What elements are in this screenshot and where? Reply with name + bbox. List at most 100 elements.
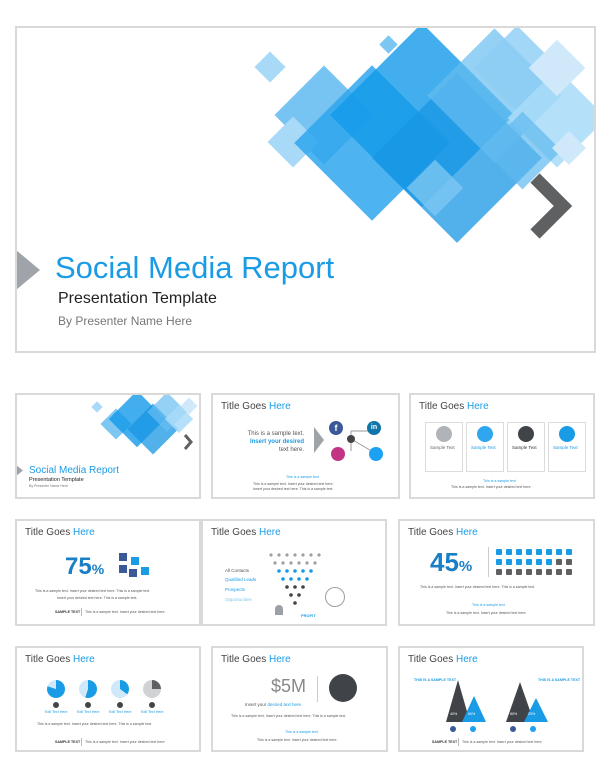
thumb7-sample-line: This is a sample text. Insert your desir… (85, 740, 166, 744)
thumb2-body: This is a sample text. Insert your desir… (253, 482, 334, 486)
thumb5-label-4: Opportunities (225, 597, 252, 602)
thumb5-funnel-dots (269, 553, 321, 605)
facebook-icon (450, 726, 456, 732)
thumb5-circle (325, 587, 345, 607)
thumb3-card-3-label: Sample Text (512, 445, 537, 450)
leaf-icon (329, 674, 357, 702)
thumbnail-9[interactable]: Title Goes Here THIS IS A SAMPLE TEXT TH… (398, 646, 584, 752)
thumb9-pct-3: 80% (510, 712, 518, 716)
facebook-icon (129, 569, 137, 577)
thumb6-stat: 45% (430, 547, 473, 577)
thumb3-card-4[interactable]: Sample Text (548, 422, 586, 472)
thumb3-body: This is a sample text. Insert your desir… (451, 485, 532, 489)
pie-icon-3 (111, 680, 129, 698)
linkedin-icon[interactable]: in (367, 421, 381, 435)
thumb5-title: Title Goes Here (211, 527, 281, 538)
thumb3-card-1-label: Sample Text (430, 445, 455, 450)
thumb9-sample-label: SAMPLE TEXT (432, 740, 458, 744)
hero-slide[interactable]: Social Media Report Presentation Templat… (15, 26, 596, 353)
thumb9-right-label: THIS IS A SAMPLE TEXT (538, 678, 581, 682)
thumb9-pct-1: 40% (450, 712, 458, 716)
pie-icon-1 (47, 680, 65, 698)
thumb6-title: Title Goes Here (408, 527, 478, 538)
thumb3-title: Title Goes Here (419, 401, 489, 412)
hero-title: Social Media Report (55, 250, 335, 285)
thumbnail-2[interactable]: Title Goes Here This is a sample text. I… (211, 393, 400, 499)
thumb7-dot-4 (149, 702, 155, 708)
thumb4-title: Title Goes Here (25, 527, 95, 538)
thumb4-body2: Insert your desired text here. This is a… (57, 596, 138, 600)
thumb8-sample-line: This is a sample text. Insert your desir… (257, 738, 338, 742)
thumb7-label-3: Edit Text Here (109, 710, 132, 714)
thumb2-marker (314, 427, 324, 453)
thumb5-label-2: Qualified Leads (225, 577, 257, 582)
thumb3-card-3[interactable]: Sample Text (507, 422, 545, 472)
thumb7-label-2: Edit Text Here (77, 710, 100, 714)
thumb7-dot-3 (117, 702, 123, 708)
thumb9-sample-line: This is a sample text. Insert your desir… (462, 740, 543, 744)
thumb1-title: Social Media Report (29, 465, 120, 476)
thumbnail-1[interactable]: Social Media Report Presentation Templat… (15, 393, 201, 499)
pie-icon-2 (79, 680, 97, 698)
thumb9-title: Title Goes Here (408, 654, 478, 665)
thumb9-peaks (446, 680, 548, 722)
thumb7-sample-label: SAMPLE TEXT (55, 740, 81, 744)
facebook-icon[interactable]: f (329, 421, 343, 435)
thumb6-body: This is a sample text. Insert your desir… (420, 585, 536, 589)
thumb3-card-1[interactable]: Sample Text (425, 422, 463, 472)
person-icon (275, 605, 283, 615)
thumb7-body: This is a sample text. Insert your desir… (37, 722, 153, 726)
thumb4-sample-line: This is a sample text. Insert your desir… (85, 610, 166, 614)
thumb8-blue-line: This is a sample text (285, 730, 318, 734)
thumb3-card-2[interactable]: Sample Text (466, 422, 504, 472)
thumb7-label-1: Edit Text Here (45, 710, 68, 714)
facebook-icon (131, 557, 139, 565)
thumb2-title: Title Goes Here (221, 401, 291, 412)
thumb3-blue-line: This is a sample text (483, 479, 516, 483)
thumb2-blue-line: This is a sample text (286, 475, 319, 479)
thumb7-label-4: Edit Text Here (141, 710, 164, 714)
add-user-icon (559, 426, 575, 442)
thumb6-blue-line: This is a sample text (472, 603, 505, 607)
facebook-icon (510, 726, 516, 732)
twitter-icon (470, 726, 476, 732)
thumb3-card-4-label: Sample Text (553, 445, 578, 450)
thumb2-text3: text here. (278, 447, 304, 453)
thumb4-stat: 75% (65, 553, 105, 580)
people-icon-grid (496, 549, 572, 575)
thumb1-presenter: By Presenter Name Here (29, 484, 69, 488)
thumb9-pct-4: 20% (528, 712, 536, 716)
thumbnail-5[interactable]: Title Goes Here All Contacts Qualified L… (201, 519, 387, 626)
thumbnail-6[interactable]: Title Goes Here 45% This is a sample tex… (398, 519, 595, 626)
thumb4-sample-label: SAMPLE TEXT (55, 610, 81, 614)
instagram-icon[interactable] (331, 447, 345, 461)
hero-subtitle: Presentation Template (58, 290, 217, 307)
thumb1-chevron-icon (183, 434, 193, 450)
thumb8-title: Title Goes Here (221, 654, 291, 665)
thumb7-dot-1 (53, 702, 59, 708)
thumb2-text2: Insert your desired (249, 439, 304, 445)
facebook-icon (119, 553, 127, 561)
pie-icon-4 (143, 680, 161, 698)
thumb8-stat: $5M (271, 676, 307, 696)
thumb2-body2: Insert your desired text here. This is a… (253, 487, 334, 491)
twitter-icon[interactable] (369, 447, 383, 461)
thumbnail-4[interactable]: Title Goes Here 75% This is a sample tex… (15, 519, 201, 626)
thumb1-subtitle: Presentation Template (29, 477, 84, 483)
thumb8-body: This is a sample text. Insert your desir… (231, 714, 347, 718)
thumb7-dot-2 (85, 702, 91, 708)
thumbnail-8[interactable]: Title Goes Here $5M Insert your desired … (211, 646, 388, 752)
thumbnail-3[interactable]: Title Goes Here Sample Text Sample Text … (409, 393, 595, 499)
thumb9-pct-2: 60% (468, 712, 476, 716)
facebook-icon (141, 567, 149, 575)
thumb1-marker (17, 465, 23, 476)
heart-icon (477, 426, 493, 442)
thumb9-left-label: THIS IS A SAMPLE TEXT (414, 678, 457, 682)
thumb8-caption: Insert your desired text here. (245, 702, 303, 707)
thumb2-text1: This is a sample text. (247, 431, 304, 437)
chat-icon (518, 426, 534, 442)
hero-presenter: By Presenter Name Here (58, 314, 193, 328)
thumb4-body: This is a sample text. Insert your desir… (35, 589, 151, 593)
thumbnail-7[interactable]: Title Goes Here Edit Text Here Edit Text… (15, 646, 201, 752)
chevron-right-icon[interactable] (525, 170, 573, 242)
